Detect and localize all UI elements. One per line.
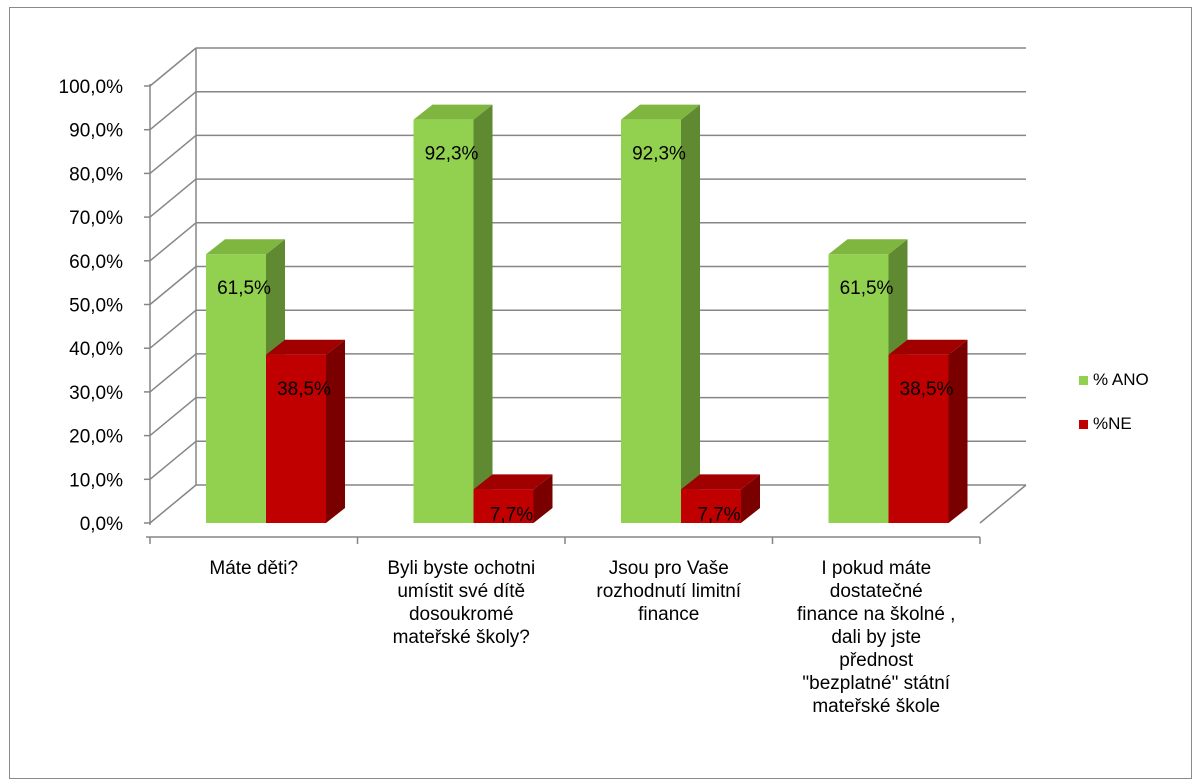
data-label-ano: 61,5% [840, 278, 894, 299]
bar-top [266, 339, 345, 355]
y-tick-label: 40,0% [69, 339, 123, 360]
gridline-side [149, 397, 197, 437]
floor-edge [979, 484, 1027, 524]
y-tick-label: 20,0% [69, 427, 123, 448]
legend-item: %NE [1079, 414, 1132, 434]
gridline-side [149, 91, 197, 131]
bar-ne [266, 339, 345, 523]
legend-item: % ANO [1079, 370, 1149, 390]
gridline-side [149, 353, 197, 393]
gridline-side [149, 309, 197, 349]
bar-front [266, 354, 326, 523]
data-label-ne: 38,5% [277, 379, 331, 400]
bar-front [828, 254, 889, 523]
legend-label: % ANO [1093, 370, 1149, 389]
bar-front [621, 119, 681, 524]
gridline-side [149, 134, 197, 174]
bar-top [473, 474, 553, 490]
x-category-label: I pokud máte dostatečné finance na školn… [797, 558, 956, 717]
bar-side [473, 104, 493, 524]
bar-top [413, 104, 493, 120]
gridline-side [149, 222, 197, 262]
legend-label: %NE [1093, 414, 1132, 433]
bar-top [888, 339, 968, 355]
y-tick-label: 60,0% [69, 252, 123, 273]
y-tick-label: 70,0% [69, 208, 123, 229]
y-tick-label: 0,0% [80, 514, 123, 535]
bar-side [533, 474, 553, 523]
data-label-ano: 92,3% [632, 144, 686, 165]
x-category-label: Byli byste ochotni umístit své dítě doso… [387, 558, 536, 648]
bar-top [681, 474, 760, 490]
bar-top [828, 239, 908, 255]
gridline-side [149, 178, 197, 218]
data-label-ne: 7,7% [697, 504, 740, 525]
x-category-label: Jsou pro Vaše rozhodnutí limitní finance [596, 558, 742, 625]
bar-top [621, 104, 700, 120]
bar-front [206, 254, 266, 523]
y-tick-label: 10,0% [69, 470, 123, 491]
data-label-ano: 61,5% [217, 278, 271, 299]
y-tick-label: 80,0% [69, 164, 123, 185]
bar-ne [473, 474, 553, 523]
legend-swatch [1079, 375, 1088, 385]
bar-front [888, 354, 949, 523]
bar-top [206, 239, 285, 255]
y-tick-label: 90,0% [69, 121, 123, 142]
gridline-side [149, 484, 197, 524]
gridline-side [149, 265, 197, 306]
bar-front [473, 489, 534, 523]
bar-front [413, 119, 474, 524]
bar-front [681, 489, 741, 523]
bar-side [741, 474, 760, 523]
gridline-side [149, 47, 197, 87]
bar-side [326, 339, 345, 523]
bar-ano [413, 104, 493, 524]
bar-side [681, 104, 700, 524]
data-label-ne: 7,7% [490, 504, 533, 525]
x-category-label: Máte děti? [209, 558, 299, 579]
y-tick-label: 100,0% [59, 77, 124, 98]
bar-ano [206, 239, 285, 523]
gridline-side [149, 440, 197, 480]
bar-ano [828, 239, 908, 523]
bar-ano [621, 104, 700, 524]
y-tick-label: 50,0% [69, 296, 123, 317]
bar-ne [888, 339, 968, 523]
y-tick-label: 30,0% [69, 383, 123, 404]
data-label-ne: 38,5% [900, 379, 954, 400]
data-label-ano: 92,3% [425, 144, 479, 165]
legend-swatch [1079, 419, 1088, 429]
bar-ne [681, 474, 760, 523]
bar-side [948, 339, 968, 523]
